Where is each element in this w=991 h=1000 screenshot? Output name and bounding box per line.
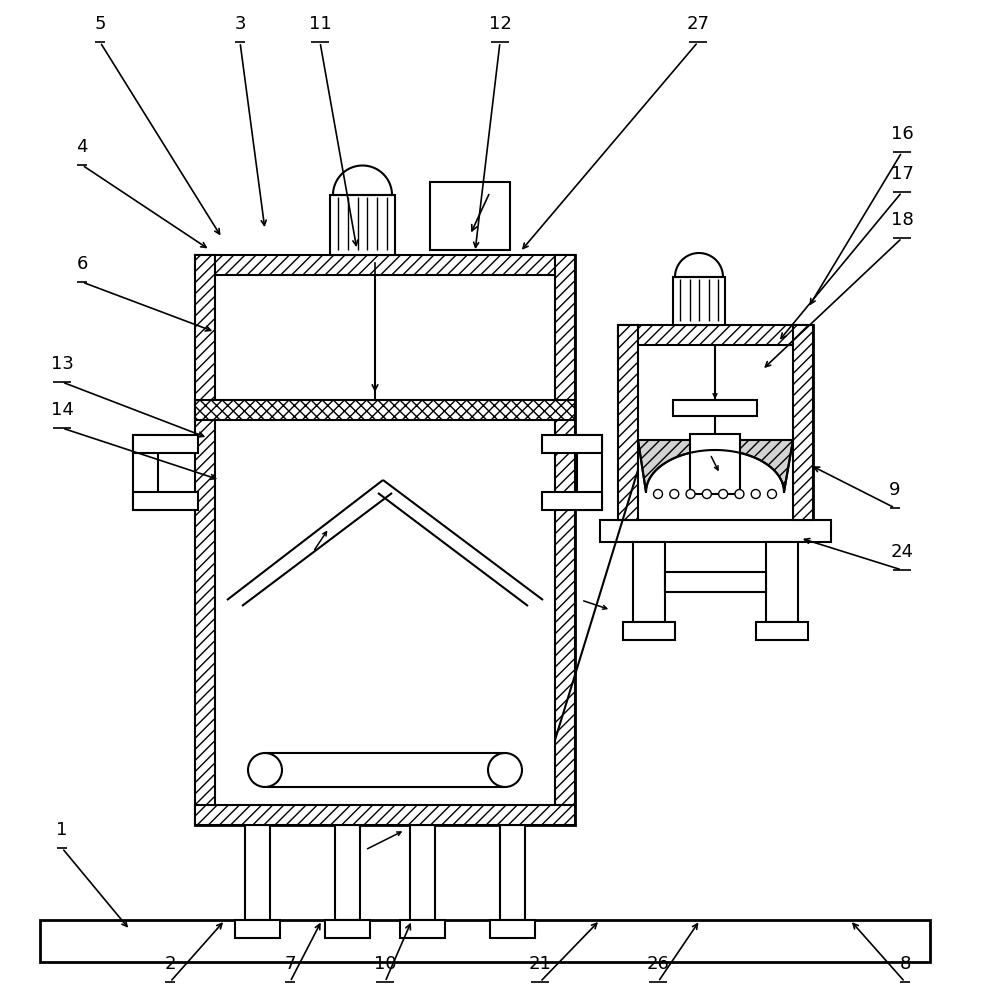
Bar	[542, 492, 602, 510]
Text: 11: 11	[308, 15, 331, 33]
Bar	[335, 825, 360, 920]
Text: 14: 14	[51, 401, 73, 419]
Bar	[325, 920, 370, 938]
Bar	[133, 435, 198, 453]
Bar	[673, 400, 757, 416]
Circle shape	[653, 489, 663, 498]
Bar	[430, 182, 510, 250]
Circle shape	[718, 489, 727, 498]
Text: 24: 24	[891, 543, 914, 561]
Bar	[618, 325, 638, 520]
Text: 10: 10	[374, 955, 396, 973]
Bar	[633, 542, 665, 622]
Bar	[330, 195, 395, 255]
Text: 27: 27	[687, 15, 710, 33]
Text: 8: 8	[899, 955, 911, 973]
Circle shape	[751, 489, 760, 498]
Circle shape	[735, 489, 744, 498]
Bar	[490, 920, 535, 938]
Bar	[133, 435, 158, 510]
Bar	[623, 622, 675, 640]
Bar	[690, 434, 740, 494]
Circle shape	[686, 489, 695, 498]
Bar	[195, 255, 215, 825]
Circle shape	[767, 489, 777, 498]
Text: 17: 17	[891, 165, 914, 183]
Bar	[500, 825, 525, 920]
Bar	[410, 825, 435, 920]
Bar	[195, 255, 575, 275]
Bar	[673, 277, 725, 325]
Bar	[40, 920, 930, 962]
Bar	[542, 435, 602, 453]
Text: 18: 18	[891, 211, 914, 229]
Bar	[195, 805, 575, 825]
Text: 6: 6	[76, 255, 87, 273]
Bar	[133, 492, 198, 510]
Text: 12: 12	[489, 15, 511, 33]
Bar	[766, 542, 798, 622]
Bar	[555, 255, 575, 825]
Circle shape	[703, 489, 712, 498]
Text: 4: 4	[76, 138, 88, 156]
Bar	[618, 325, 813, 345]
Bar	[195, 255, 575, 825]
Text: 3: 3	[234, 15, 246, 33]
Bar	[618, 325, 813, 520]
Text: 13: 13	[51, 355, 73, 373]
Text: 21: 21	[528, 955, 551, 973]
Text: 16: 16	[891, 125, 914, 143]
Bar	[245, 825, 270, 920]
Bar	[665, 572, 766, 592]
Text: 26: 26	[646, 955, 670, 973]
Bar	[793, 325, 813, 520]
Bar	[756, 622, 808, 640]
Polygon shape	[638, 440, 793, 492]
Bar	[400, 920, 445, 938]
Text: 7: 7	[284, 955, 295, 973]
Bar	[235, 920, 280, 938]
Circle shape	[670, 489, 679, 498]
Bar	[195, 400, 575, 420]
Text: 1: 1	[56, 821, 67, 839]
Text: 9: 9	[889, 481, 901, 499]
Bar	[600, 520, 831, 542]
Text: 5: 5	[94, 15, 106, 33]
Text: 2: 2	[165, 955, 175, 973]
Bar	[577, 435, 602, 510]
